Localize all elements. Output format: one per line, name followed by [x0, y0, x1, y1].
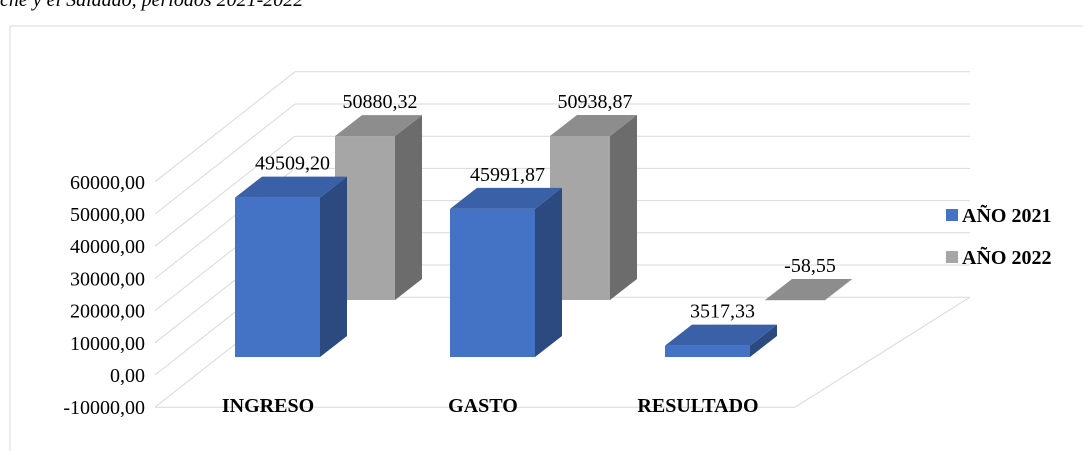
y-tick-label: 50000,00	[70, 204, 145, 226]
data-label: 45991,87	[470, 164, 545, 186]
legend-swatch	[946, 251, 958, 263]
bar-top	[550, 114, 637, 136]
data-label: 49509,20	[255, 153, 330, 175]
floor-edge	[794, 296, 971, 408]
bar-side	[825, 279, 852, 301]
y-tick-label: 10000,00	[70, 333, 145, 355]
bar-side	[535, 187, 562, 357]
legend-swatch	[946, 209, 958, 221]
bar	[335, 115, 422, 300]
bar-front	[665, 345, 750, 357]
chart-title: che y el Saldado, periodos 2021-2022	[0, 0, 303, 11]
bar-top	[235, 176, 347, 198]
data-label: -58,55	[784, 255, 836, 277]
bar-top	[765, 279, 852, 300]
bar-front	[235, 197, 320, 357]
data-label: 50880,32	[343, 91, 418, 113]
bar-front	[450, 208, 535, 357]
x-tick-label: RESULTADO	[637, 395, 758, 417]
y-tick-label: -10000,00	[63, 397, 145, 419]
bar	[450, 187, 562, 357]
y-tick-label: 40000,00	[70, 236, 145, 258]
bar	[550, 114, 637, 300]
y-tick-label: 60000,00	[70, 172, 145, 194]
bar-side	[750, 324, 777, 357]
legend-label: AÑO 2021	[962, 204, 1051, 227]
y-tick-label: 20000,00	[70, 301, 145, 323]
y-tick-label: 0,00	[110, 365, 145, 387]
bar-top	[665, 324, 777, 346]
bar	[765, 279, 852, 301]
y-tick-label: 30000,00	[70, 268, 145, 290]
bar	[235, 176, 347, 357]
grid-line	[154, 71, 296, 183]
bar-top	[335, 115, 422, 137]
data-label: 50938,87	[558, 91, 633, 113]
bar-top	[450, 187, 562, 209]
legend-label: AÑO 2022	[962, 246, 1051, 269]
grid-line	[154, 135, 296, 247]
bar-front	[550, 135, 610, 300]
bar	[665, 324, 777, 357]
bar-front	[335, 136, 395, 300]
chart-border	[9, 25, 1083, 451]
x-tick-label: INGRESO	[222, 395, 314, 417]
bar-side	[610, 114, 637, 300]
x-tick-label: GASTO	[448, 395, 518, 417]
bar-side	[320, 176, 347, 357]
bar-side	[395, 115, 422, 300]
grid-line	[154, 103, 296, 215]
data-label: 3517,33	[690, 301, 755, 323]
